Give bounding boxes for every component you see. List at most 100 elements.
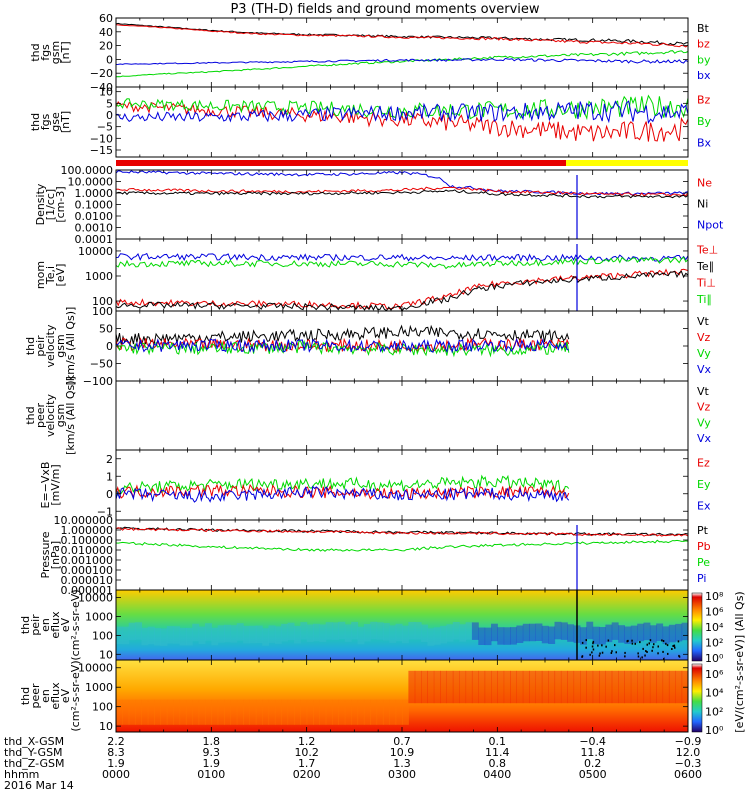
spectrogram-cell bbox=[262, 699, 270, 725]
y-axis-label: (cm²-s-sr-eV) bbox=[69, 660, 82, 731]
spectrogram-cell bbox=[147, 699, 155, 725]
spectrogram-cell bbox=[351, 699, 359, 725]
spectrogram-cell bbox=[637, 670, 645, 704]
y-tick-label: 100 bbox=[92, 305, 113, 318]
spectrogram-dropout bbox=[637, 652, 639, 655]
spectrogram-dropout bbox=[649, 639, 652, 642]
legend-Vy: Vy bbox=[697, 347, 711, 360]
spectrogram-cell bbox=[491, 623, 498, 642]
spectrogram-dropout bbox=[614, 644, 616, 647]
spectrogram-cell bbox=[217, 625, 225, 643]
spectrogram-dropout bbox=[592, 640, 595, 643]
spectrogram-cell bbox=[656, 670, 664, 704]
series-fgs_gse-Bx bbox=[115, 100, 689, 125]
y-axis-label: thd bbox=[19, 616, 32, 634]
y-tick-label: 100 bbox=[92, 629, 113, 642]
spectrogram-cell bbox=[306, 699, 314, 725]
y-tick-label: 1000 bbox=[85, 270, 113, 283]
spectrogram-dropout bbox=[657, 652, 659, 655]
spectrogram-cell bbox=[421, 670, 428, 704]
spectrogram-cell bbox=[560, 670, 568, 704]
legend-Vz: Vz bbox=[697, 331, 711, 344]
legend-Pb: Pb bbox=[697, 540, 711, 553]
spectrogram-cell bbox=[643, 622, 651, 641]
spectrogram-cell bbox=[395, 623, 403, 642]
y-axis-label: [cm-3] bbox=[54, 186, 67, 222]
spectrogram-cell bbox=[135, 699, 142, 725]
spectrogram-cell bbox=[338, 699, 346, 725]
eph-x_gsm-value: 1.8 bbox=[203, 735, 221, 748]
y-tick-label: 10.000000 bbox=[54, 514, 114, 527]
spectrogram-cell bbox=[300, 699, 308, 725]
legend-Bt: Bt bbox=[697, 22, 710, 35]
legend-Pi: Pi bbox=[697, 572, 706, 585]
spectrogram-cell bbox=[567, 624, 575, 642]
spectrogram-cell bbox=[287, 622, 295, 641]
legend-bx: bx bbox=[697, 69, 711, 82]
spectrogram-cell bbox=[535, 670, 543, 704]
spectrogram-cell bbox=[249, 699, 257, 725]
spectrogram-cell bbox=[338, 621, 346, 640]
spectrogram-cell bbox=[427, 670, 435, 704]
y-tick-label: 10000 bbox=[78, 245, 113, 258]
spectrogram-cell bbox=[357, 699, 365, 725]
spectrogram-cell bbox=[662, 626, 670, 644]
y-tick-label: 0.0010 bbox=[75, 222, 114, 235]
y-tick-label: 0.100000 bbox=[61, 534, 114, 547]
eph-y_gsm-value: 8.3 bbox=[107, 746, 125, 759]
legend-Ti∥: Ti∥ bbox=[696, 293, 712, 306]
spectrogram-cell bbox=[262, 628, 270, 646]
spectrogram-cell bbox=[440, 670, 447, 704]
spectrogram-cell bbox=[433, 670, 441, 704]
spectrogram-cell bbox=[313, 623, 320, 642]
eph-y_gsm-value: 10.9 bbox=[390, 746, 415, 759]
colorbar-top bbox=[691, 592, 703, 662]
legend-Pt: Pt bbox=[697, 524, 709, 537]
legend-Vz: Vz bbox=[697, 401, 711, 414]
y-axis-label: [nT] bbox=[59, 111, 72, 133]
eph-z_gsm-value: 1.3 bbox=[393, 757, 411, 770]
colorbar-tick-label: 10⁶ bbox=[705, 668, 724, 681]
spectrogram-dropout bbox=[585, 639, 587, 642]
spectrogram-cell bbox=[230, 625, 238, 643]
spectrogram-dropout bbox=[661, 639, 663, 642]
spectrogram-cell bbox=[681, 622, 689, 641]
legend-Ne: Ne bbox=[697, 177, 712, 190]
spectrogram-cell bbox=[516, 670, 524, 704]
legend-Vx: Vx bbox=[697, 363, 712, 376]
spectrogram-cell bbox=[452, 622, 460, 640]
eph-hhmm-value: 0500 bbox=[579, 768, 607, 781]
spectrogram-cell bbox=[128, 622, 136, 641]
panel-frame bbox=[115, 238, 689, 312]
y-tick-label: 0.1000 bbox=[75, 199, 114, 212]
panel-pressure: 10.0000001.0000000.1000000.0100000.00100… bbox=[39, 514, 711, 597]
eph-hhmm-value: 0600 bbox=[674, 768, 702, 781]
colorbar-label: [eV/(cm²-s-sr-eV)] (All Qs) bbox=[733, 591, 746, 732]
eph-x_gsm-value: −0.9 bbox=[675, 735, 702, 748]
plot-date: 2016 Mar 14 bbox=[4, 779, 74, 792]
spectrogram-cell bbox=[382, 623, 390, 641]
spectrogram-cell bbox=[421, 624, 428, 643]
spectrogram-dropout bbox=[634, 642, 636, 645]
y-tick-label: 0 bbox=[106, 109, 113, 122]
spectrogram-dropout bbox=[672, 645, 674, 647]
spectrogram-cell bbox=[541, 625, 549, 644]
y-tick-label: 50 bbox=[99, 323, 113, 336]
spectrogram-cell bbox=[618, 625, 625, 643]
spectrogram-cell bbox=[160, 699, 168, 725]
spectrogram-dropout bbox=[639, 641, 641, 644]
eph-y_gsm-value: 12.0 bbox=[676, 746, 701, 759]
spectrogram-cell bbox=[567, 670, 575, 704]
spectrogram-cell bbox=[274, 626, 282, 644]
legend-Vx: Vx bbox=[697, 432, 712, 445]
spectrogram-cell bbox=[668, 624, 676, 643]
spectrogram-cell bbox=[649, 625, 657, 643]
y-axis-label: peer bbox=[34, 403, 47, 429]
eph-label-z: thd_Z-GSM bbox=[4, 757, 64, 770]
spectrogram-dropout bbox=[646, 651, 648, 653]
y-axis-label: [eV] bbox=[54, 264, 67, 287]
y-axis-label: thd bbox=[29, 43, 42, 61]
eph-z_gsm-value: 1.7 bbox=[298, 757, 316, 770]
